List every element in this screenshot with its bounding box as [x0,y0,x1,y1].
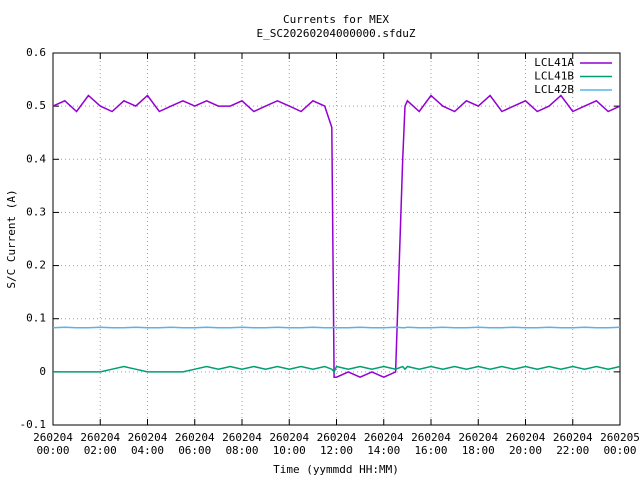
x-tick-label: 260204 12:00 [316,431,357,457]
plot-border [52,52,621,426]
y-tick-label: 0.1 [26,312,46,325]
x-tick-label: 260205 00:00 [600,431,640,457]
y-tick-label: 0.3 [26,205,46,218]
x-tick-label: 260204 14:00 [363,431,404,457]
legend-label: LCL41B [534,70,574,83]
x-tick-label: 260204 18:00 [458,431,499,457]
data-line [52,94,621,379]
legend-label: LCL41A [534,56,574,69]
x-tick-label: 260204 10:00 [269,431,310,457]
y-tick-label: 0.5 [26,99,46,112]
legend-label: LCL42B [534,83,574,96]
x-tick-label: 260204 04:00 [127,431,168,457]
x-tick-label: 260204 16:00 [411,431,451,457]
x-tick-label: 260204 06:00 [174,431,215,457]
x-tick-label: 260204 20:00 [505,431,546,457]
y-tick-label: 0 [39,365,46,378]
chart-title: Currents for MEX [283,13,389,26]
x-tick-label: 260204 02:00 [80,431,121,457]
y-tick-label: -0.1 [20,418,47,431]
data-line [52,326,621,329]
y-axis-label: S/C Current (A) [5,189,18,288]
x-tick-label: 260204 00:00 [33,431,73,457]
x-axis-label: Time (yymmdd HH:MM) [273,463,399,476]
x-tick-label: 260204 08:00 [222,431,262,457]
y-tick-label: 0.4 [26,152,46,165]
y-tick-label: 0.6 [26,46,46,59]
chart-subtitle: E_SC20260204000000.sfduZ [257,27,416,40]
x-tick-label: 260204 22:00 [552,431,593,457]
y-tick-label: 0.2 [26,259,46,272]
data-line [53,365,621,374]
